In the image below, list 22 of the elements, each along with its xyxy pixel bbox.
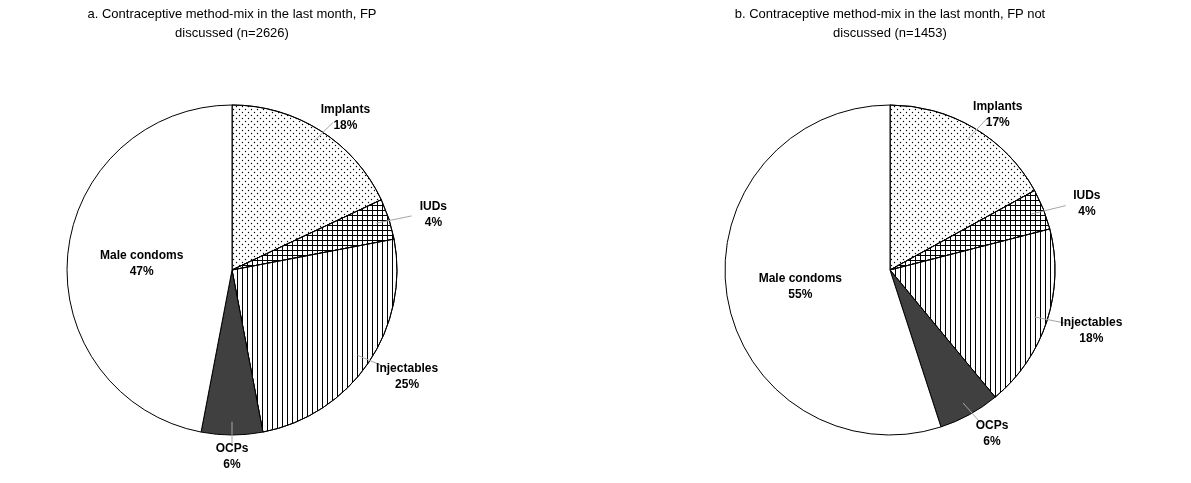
- slice-label: IUDs: [1073, 188, 1101, 203]
- chart-title: b. Contraceptive method-mix in the last month, FP not discussed (n=1453): [734, 6, 1046, 40]
- slice-label: IUDs: [419, 198, 448, 213]
- data-label: 4%: [1078, 204, 1096, 219]
- data-label: 6%: [983, 434, 1002, 449]
- slice-label: Injectables: [376, 361, 439, 376]
- data-label: 18%: [333, 117, 358, 132]
- data-label: 6%: [223, 456, 241, 471]
- data-label: 18%: [1079, 331, 1104, 346]
- data-label: 55%: [788, 287, 813, 302]
- data-label: 25%: [395, 377, 420, 392]
- slice-label: Implants: [973, 98, 1023, 113]
- slice-label: Male condoms: [99, 248, 184, 263]
- data-label: 17%: [985, 114, 1011, 129]
- slice-label: OCPs: [215, 440, 249, 455]
- data-label: 4%: [424, 214, 443, 229]
- slice-label: OCPs: [975, 418, 1009, 433]
- slice-label: Injectables: [1060, 315, 1123, 330]
- data-label: 47%: [129, 264, 154, 279]
- slice-label: Male condoms: [758, 271, 843, 286]
- slice-label: Implants: [320, 101, 371, 116]
- chart-title: a. Contraceptive method-mix in the last month, FP discussed (n=2626): [87, 6, 377, 40]
